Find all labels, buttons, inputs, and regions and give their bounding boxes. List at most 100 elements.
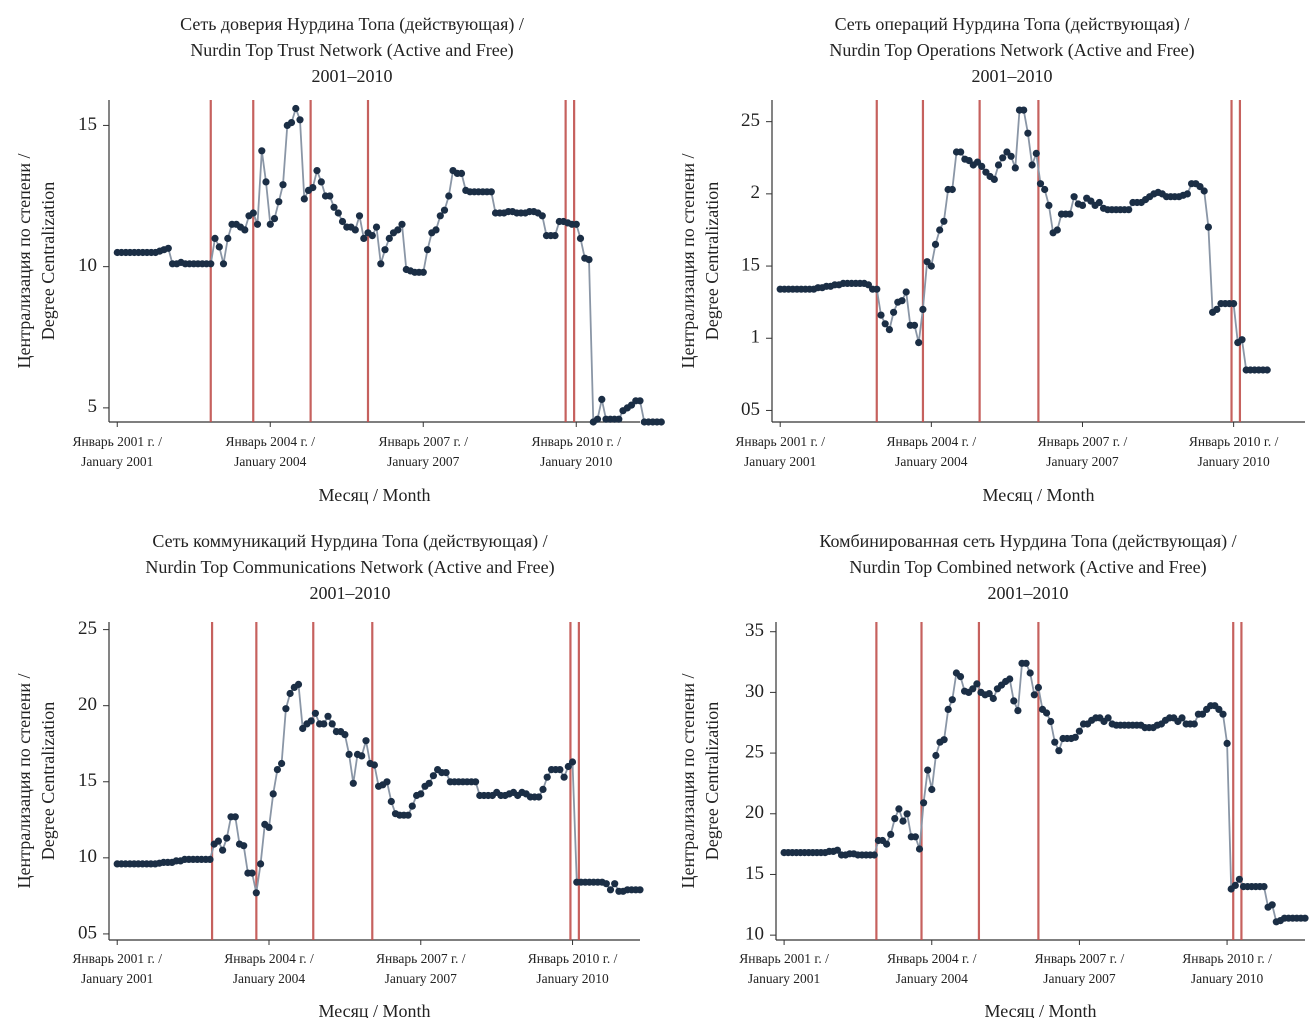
data-point <box>211 234 219 242</box>
y-tick-label: 20 <box>78 694 97 715</box>
data-point <box>1051 738 1059 746</box>
data-point <box>408 802 416 810</box>
data-point <box>1041 185 1049 194</box>
data-point <box>372 223 381 231</box>
data-point <box>1007 152 1015 160</box>
data-point <box>924 766 932 774</box>
data-point <box>419 268 427 276</box>
y-tick-label: 15 <box>78 114 97 135</box>
x-tick-label: Январь 2010 г. / <box>531 434 621 449</box>
data-point <box>278 759 286 768</box>
data-point <box>1066 210 1074 218</box>
data-point <box>1230 300 1238 308</box>
data-point <box>928 785 936 794</box>
data-point <box>1034 683 1042 692</box>
data-point <box>885 326 894 334</box>
data-point <box>877 311 885 319</box>
chart-panel-4: Комбинированная сеть Нурдина Топа (дейст… <box>678 531 1309 1018</box>
x-tick-label: Январь 2001 г. / <box>72 434 162 449</box>
data-point <box>1070 193 1078 201</box>
data-point <box>362 737 370 745</box>
data-point <box>576 234 585 242</box>
data-point <box>1219 710 1227 718</box>
data-point <box>432 226 440 234</box>
data-point <box>241 226 249 234</box>
x-tick-label: Январь 2007 г. / <box>1038 434 1128 449</box>
data-point <box>370 761 378 769</box>
data-point <box>895 805 903 813</box>
data-point <box>1301 914 1309 922</box>
data-point <box>920 799 928 807</box>
data-point <box>891 815 899 823</box>
data-point <box>377 260 385 268</box>
data-point <box>334 209 342 217</box>
data-point <box>423 246 432 254</box>
data-point <box>636 397 644 405</box>
x-tick-label: January 2004 <box>895 454 968 469</box>
data-point <box>602 880 610 888</box>
data-point <box>351 226 359 234</box>
data-point <box>1238 336 1246 344</box>
data-point <box>292 104 300 113</box>
data-point <box>249 209 257 217</box>
data-point <box>300 195 308 203</box>
x-tick-label: Январь 2010 г. / <box>1189 434 1279 449</box>
data-point <box>1026 669 1034 677</box>
data-point <box>425 779 433 787</box>
x-tick-label: January 2010 <box>1191 971 1264 986</box>
x-tick-label: Январь 2007 г. / <box>378 434 468 449</box>
chart-title-line: Nurdin Top Combined network (Active and … <box>849 557 1206 578</box>
data-point <box>1104 714 1112 722</box>
series-line <box>784 662 1305 923</box>
data-point <box>940 217 948 225</box>
chart-panel-2: Сеть операций Нурдина Топа (действующая)… <box>678 14 1305 505</box>
data-point <box>262 178 270 186</box>
data-point <box>368 232 376 240</box>
data-point <box>313 167 321 175</box>
y-axis-label: Degree Centralization <box>702 702 722 860</box>
data-point <box>231 813 239 821</box>
data-point <box>606 886 615 894</box>
data-point <box>903 810 911 818</box>
y-tick-label: 20 <box>745 802 764 823</box>
data-point <box>330 203 338 211</box>
data-point <box>223 834 231 842</box>
x-tick-label: Январь 2001 г. / <box>72 951 162 966</box>
data-point <box>1071 733 1079 741</box>
data-point <box>1006 675 1014 683</box>
data-point <box>1022 659 1030 667</box>
data-point <box>932 751 940 760</box>
data-point <box>252 889 260 897</box>
data-point <box>164 244 172 252</box>
data-point <box>585 256 593 264</box>
data-point <box>472 778 480 786</box>
y-tick-label: 05 <box>741 399 760 420</box>
y-tick-label: 2 <box>751 182 761 203</box>
data-point <box>994 161 1003 169</box>
data-point <box>253 220 262 228</box>
x-tick-label: Январь 2010 г. / <box>528 951 618 966</box>
y-tick-label: 30 <box>745 681 764 702</box>
data-point <box>535 793 543 801</box>
data-point <box>248 869 256 877</box>
data-point <box>985 690 993 698</box>
data-point <box>887 830 895 839</box>
data-point <box>394 226 402 234</box>
data-point <box>320 720 328 728</box>
y-tick-label: 5 <box>88 396 98 417</box>
data-point <box>404 811 412 819</box>
data-point <box>1024 129 1032 137</box>
data-point <box>1231 881 1239 890</box>
x-tick-label: January 2010 <box>540 454 613 469</box>
y-tick-label: 15 <box>745 863 764 884</box>
x-tick-label: January 2010 <box>536 971 609 986</box>
data-point <box>266 220 274 228</box>
y-tick-label: 25 <box>78 618 97 639</box>
y-tick-label: 10 <box>78 255 97 276</box>
data-point <box>282 705 290 713</box>
data-point <box>556 766 564 774</box>
data-point <box>1223 739 1231 748</box>
x-axis-label: Месяц / Month <box>318 485 430 505</box>
chart-panel-3: Сеть коммуникаций Нурдина Топа (действую… <box>14 531 644 1018</box>
data-point <box>999 154 1007 162</box>
